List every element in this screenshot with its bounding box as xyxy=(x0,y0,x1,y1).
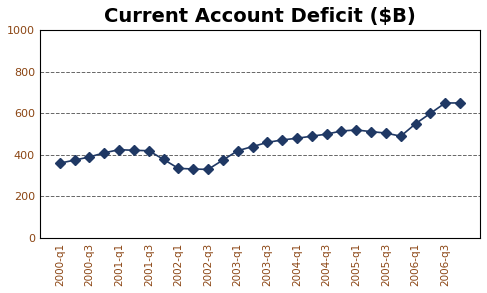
Title: Current Account Deficit ($B): Current Account Deficit ($B) xyxy=(104,7,416,26)
